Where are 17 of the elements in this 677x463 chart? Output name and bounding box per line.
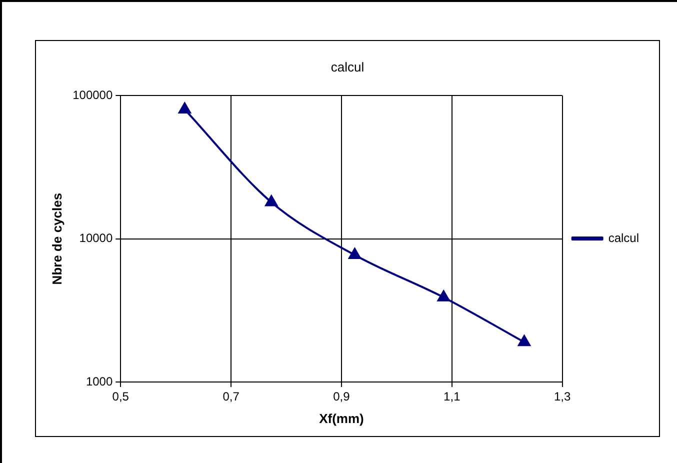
x-tick-label: 1,1 — [444, 390, 461, 404]
point — [265, 195, 278, 206]
y-tick-label: 10000 — [79, 231, 113, 246]
x-tick-label: 0,5 — [112, 390, 130, 404]
chart-title: calcul — [330, 59, 364, 74]
y-axis-title: Nbre de cycles — [49, 192, 64, 285]
legend-label: calcul — [608, 230, 640, 245]
y-tick-label: 1000 — [86, 374, 113, 388]
x-axis-title: Xf(mm) — [319, 410, 364, 426]
point — [178, 102, 191, 114]
y-tick-label: 100000 — [72, 88, 113, 102]
x-tick-label: 0,9 — [333, 390, 350, 404]
x-tick-label: 1,3 — [554, 390, 571, 404]
point — [518, 335, 530, 346]
x-tick-label: 0,7 — [222, 390, 240, 404]
point — [437, 290, 450, 302]
point — [348, 248, 361, 260]
